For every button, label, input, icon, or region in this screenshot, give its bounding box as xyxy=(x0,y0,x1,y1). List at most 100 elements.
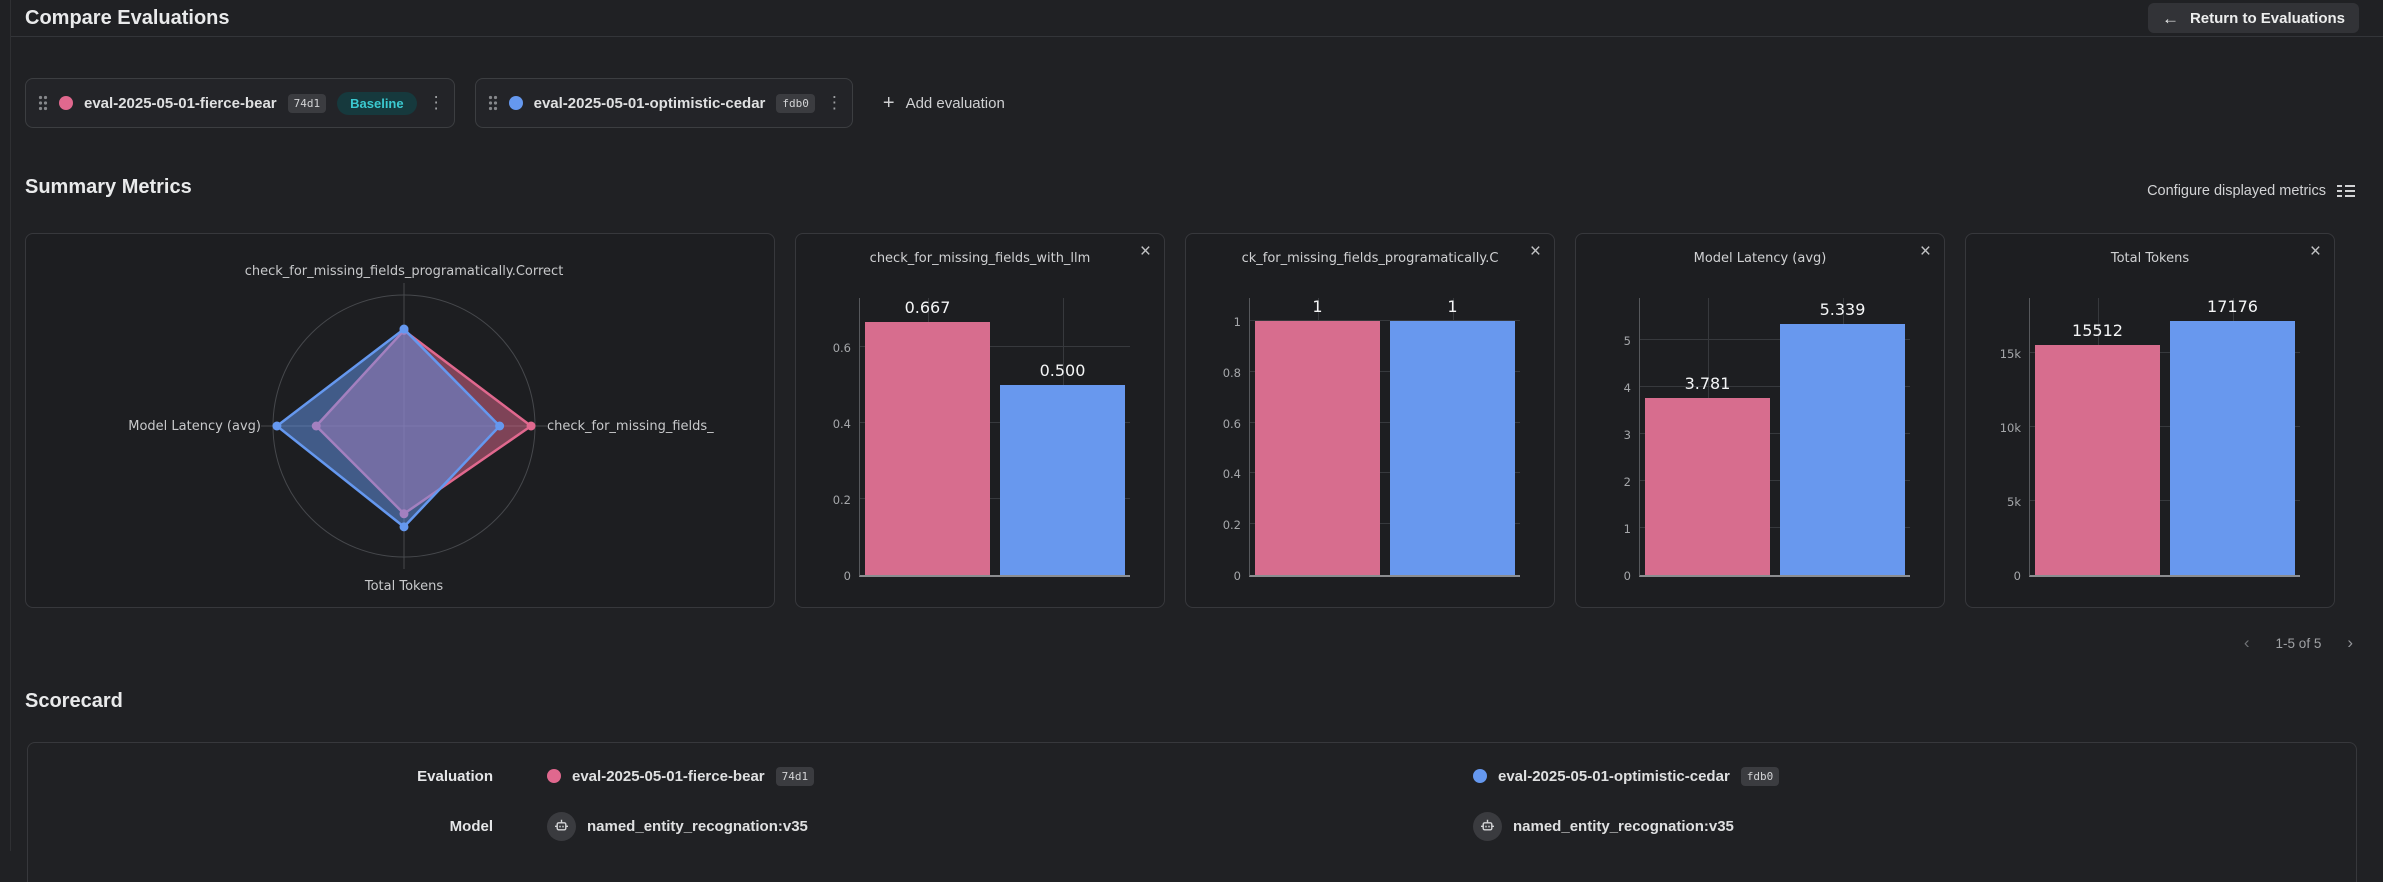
kebab-menu-icon[interactable]: ⋮ xyxy=(427,93,445,112)
chart-title: ck_for_missing_fields_programatically.C xyxy=(1241,251,1499,266)
y-tick-label: 15k xyxy=(1999,346,2021,361)
y-tick-label: 0.4 xyxy=(832,417,851,432)
h-gridline xyxy=(1250,319,1520,321)
scorecard-evaluation-cell: eval-2025-05-01-optimistic-cedar fdb0 xyxy=(1439,766,2356,786)
h-gridline xyxy=(1250,523,1520,525)
pagination-range: 1-5 of 5 xyxy=(2275,635,2322,651)
bar-value-label: 0.667 xyxy=(904,297,951,317)
close-icon[interactable]: × xyxy=(1139,241,1151,262)
y-tick-label: 1 xyxy=(1233,314,1241,329)
evaluation-name: eval-2025-05-01-fierce-bear xyxy=(84,94,277,112)
bar-pink xyxy=(865,321,990,575)
close-icon[interactable]: × xyxy=(1919,241,1931,262)
chart-title: Model Latency (avg) xyxy=(1693,251,1827,266)
evaluation-hash-badge: fdb0 xyxy=(1740,766,1780,786)
y-tick-label: 0.6 xyxy=(1222,416,1241,431)
radar-svg: check_for_missing_fields_programatically… xyxy=(128,264,714,594)
scorecard-model-cell: named_entity_recognation:v35 xyxy=(521,811,1439,841)
chart-title: Total Tokens xyxy=(2110,251,2190,266)
y-tick-label: 0.8 xyxy=(1222,365,1241,380)
scorecard-evaluation-row: Evaluation eval-2025-05-01-fierce-bear 7… xyxy=(28,751,2356,801)
y-tick-label: 1 xyxy=(1623,522,1631,537)
evaluation-hash-badge: fdb0 xyxy=(776,93,815,113)
y-tick-label: 0.4 xyxy=(1222,467,1241,482)
summary-metric-cards: check_for_missing_fields_programatically… xyxy=(25,233,2335,608)
y-tick-label: 0 xyxy=(1623,569,1631,583)
drag-handle-icon[interactable] xyxy=(488,95,498,111)
page-header: Compare Evaluations ← Return to Evaluati… xyxy=(11,0,2383,37)
y-tick-label: 0.6 xyxy=(832,341,851,356)
summary-metrics-title: Summary Metrics xyxy=(25,176,192,198)
close-icon[interactable]: × xyxy=(1529,241,1541,262)
evaluation-chip-baseline[interactable]: eval-2025-05-01-fierce-bear 74d1 Baselin… xyxy=(25,78,455,128)
h-gridline xyxy=(1640,480,1910,482)
chevron-left-icon[interactable]: ‹ xyxy=(2243,633,2250,652)
y-tick-label: 2 xyxy=(1623,475,1631,490)
h-gridline xyxy=(1640,386,1910,388)
drag-handle-icon[interactable] xyxy=(38,95,48,111)
baseline-badge: Baseline xyxy=(337,91,417,115)
add-evaluation-button[interactable]: + Add evaluation xyxy=(883,93,1005,113)
y-tick-label: 4 xyxy=(1623,381,1631,396)
evaluation-chip[interactable]: eval-2025-05-01-optimistic-cedar fdb0 ⋮ xyxy=(474,78,853,128)
model-icon xyxy=(1473,811,1502,841)
bar-pink xyxy=(1645,397,1770,575)
evaluation-color-dot xyxy=(508,96,523,110)
bar-chart-card: × Total Tokens 0 5k 10k 15k 15512 17176 xyxy=(1965,233,2335,608)
chart-plot-area: 0 1 2 3 4 5 3.781 5.339 xyxy=(1624,298,1910,583)
h-gridline xyxy=(860,498,1130,500)
bar-chart-card: × ck_for_missing_fields_programatically.… xyxy=(1185,233,1555,608)
h-gridline xyxy=(860,346,1130,348)
configure-metrics-label: Configure displayed metrics xyxy=(2147,183,2326,199)
bar-blue xyxy=(2170,320,2295,575)
arrow-left-icon: ← xyxy=(2161,8,2179,28)
configure-displayed-metrics-button[interactable]: Configure displayed metrics xyxy=(2147,183,2355,199)
evaluation-color-dot xyxy=(547,769,561,783)
model-name: named_entity_recognation:v35 xyxy=(587,817,808,835)
chart-plot-area: 0 0.2 0.4 0.6 0.8 1 1 1 xyxy=(1223,296,1520,583)
bar-blue xyxy=(1780,324,1905,575)
bar-blue xyxy=(1000,385,1125,575)
h-gridline xyxy=(2030,499,2300,501)
close-icon[interactable]: × xyxy=(2309,241,2321,262)
evaluation-hash-badge: 74d1 xyxy=(775,766,815,786)
kebab-menu-icon[interactable]: ⋮ xyxy=(825,93,843,112)
y-tick-label: 0.2 xyxy=(1222,518,1241,533)
h-gridline xyxy=(860,422,1130,424)
plus-icon: + xyxy=(882,92,895,114)
model-icon xyxy=(547,811,576,841)
radar-axis-label: Model Latency (avg) xyxy=(128,419,261,434)
configure-metrics-icon xyxy=(2337,185,2355,197)
evaluation-color-dot xyxy=(59,96,73,110)
h-gridline xyxy=(1640,433,1910,435)
radar-axis-label: check_for_missing_fields_ xyxy=(547,419,714,434)
bar-value-label: 1 xyxy=(1312,296,1323,316)
evaluation-color-dot xyxy=(1473,769,1487,783)
h-gridline xyxy=(1250,472,1520,474)
bar-pink xyxy=(1255,320,1380,575)
y-tick-label: 0 xyxy=(843,569,851,583)
y-tick-label: 5 xyxy=(1623,334,1631,349)
bar-value-label: 15512 xyxy=(2072,321,2123,341)
chevron-right-icon[interactable]: › xyxy=(2347,633,2353,652)
radar-axis-label: Total Tokens xyxy=(364,579,443,594)
scorecard-row-label: Model xyxy=(449,817,493,835)
y-tick-label: 10k xyxy=(1999,420,2021,435)
bar-value-label: 5.339 xyxy=(1819,300,1866,320)
chart-title: check_for_missing_fields_with_llm xyxy=(869,251,1091,266)
y-tick-label: 0.2 xyxy=(832,493,851,508)
scorecard-panel: Evaluation eval-2025-05-01-fierce-bear 7… xyxy=(27,742,2357,882)
h-gridline xyxy=(1640,527,1910,529)
radar-axis-label: check_for_missing_fields_programatically… xyxy=(245,264,564,279)
bar-value-label: 3.781 xyxy=(1684,373,1731,393)
y-tick-label: 5k xyxy=(2007,494,2021,509)
bar-value-label: 0.500 xyxy=(1039,361,1086,381)
y-tick-label: 0 xyxy=(2013,569,2021,583)
add-evaluation-label: Add evaluation xyxy=(905,94,1005,112)
h-gridline xyxy=(2030,351,2300,353)
evaluation-name: eval-2025-05-01-optimistic-cedar xyxy=(1498,767,1730,785)
scorecard-model-cell: named_entity_recognation:v35 xyxy=(1439,811,2356,841)
bar-blue xyxy=(1390,320,1515,575)
return-to-evaluations-button[interactable]: ← Return to Evaluations xyxy=(2147,3,2359,33)
scorecard-evaluation-cell: eval-2025-05-01-fierce-bear 74d1 xyxy=(521,766,1439,786)
